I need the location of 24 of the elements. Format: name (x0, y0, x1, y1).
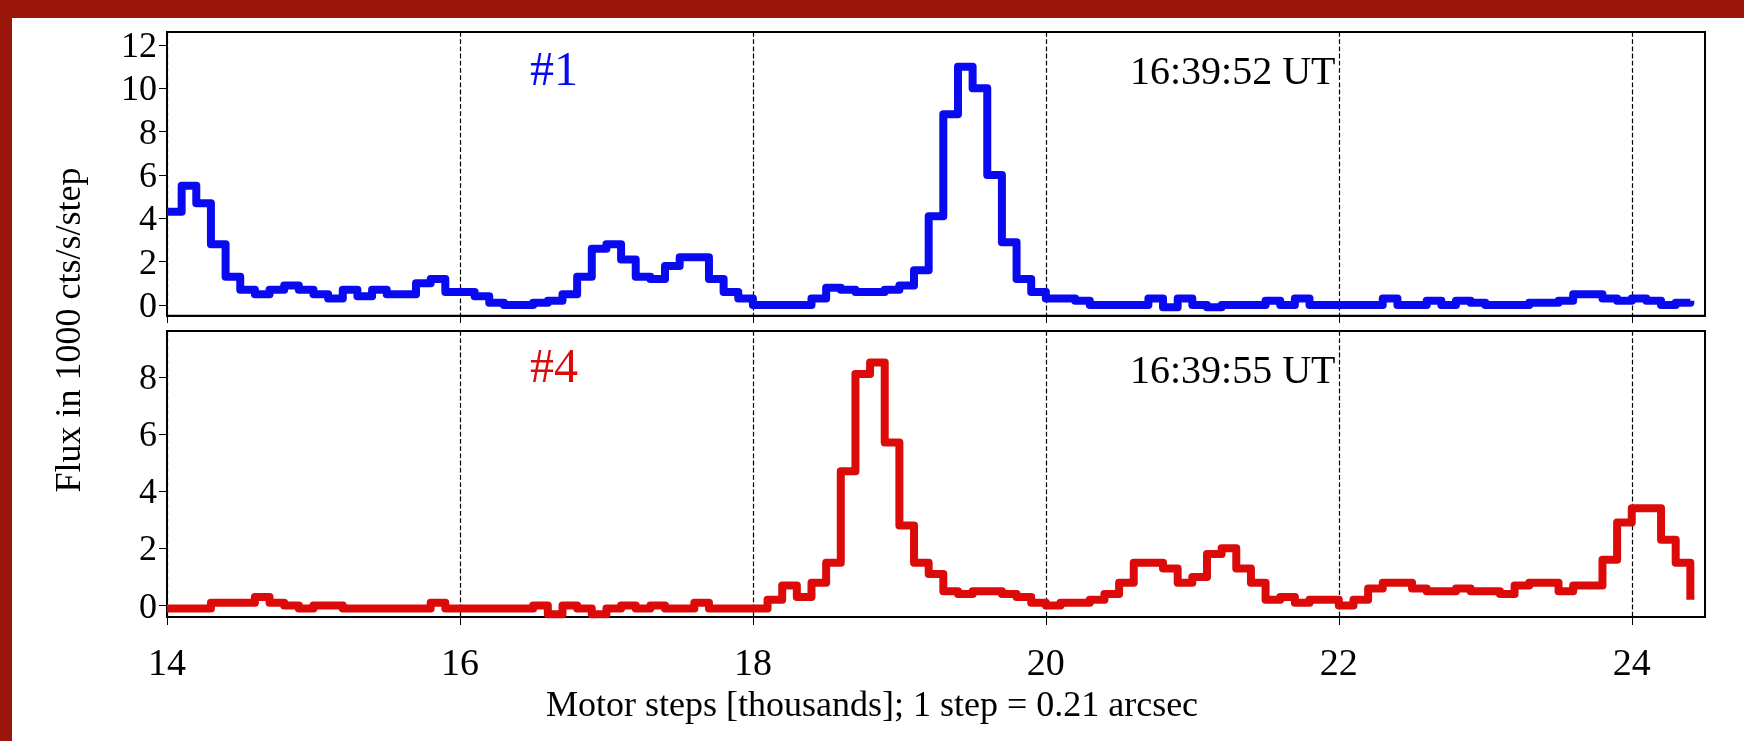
y-tick-label: 6 (139, 155, 157, 195)
y-tick-label: 6 (139, 413, 157, 454)
x-tick-label: 22 (1319, 641, 1358, 683)
y-axis-title: Flux in 1000 cts/s/step (47, 167, 89, 493)
y-tick-label: 8 (139, 356, 157, 397)
x-tick-label: 24 (1612, 641, 1651, 683)
x-tick-label: 18 (733, 641, 772, 683)
y-tick-label: 0 (139, 285, 157, 325)
x-tick-label: 16 (440, 641, 479, 683)
x-axis-title: Motor steps [thousands]; 1 step = 0.21 arcsec (545, 684, 1199, 724)
y-tick-label: 4 (139, 198, 157, 239)
y-tick-label: 12 (121, 25, 157, 65)
y-tick-label: 10 (121, 68, 157, 109)
text: #1 (530, 41, 578, 95)
x-tick-label: 14 (148, 641, 186, 683)
annotation: 16:39:55 UT (1130, 346, 1336, 392)
text: #4 (530, 338, 578, 392)
annotation: 16:39:52 UT (1130, 47, 1336, 93)
y-tick-label: 2 (139, 241, 157, 282)
x-tick-label: 20 (1026, 641, 1065, 683)
y-tick-label: 4 (139, 471, 157, 512)
y-tick-label: 8 (139, 111, 157, 152)
y-tick-label: 2 (139, 528, 157, 569)
y-tick-label: 0 (139, 585, 157, 626)
